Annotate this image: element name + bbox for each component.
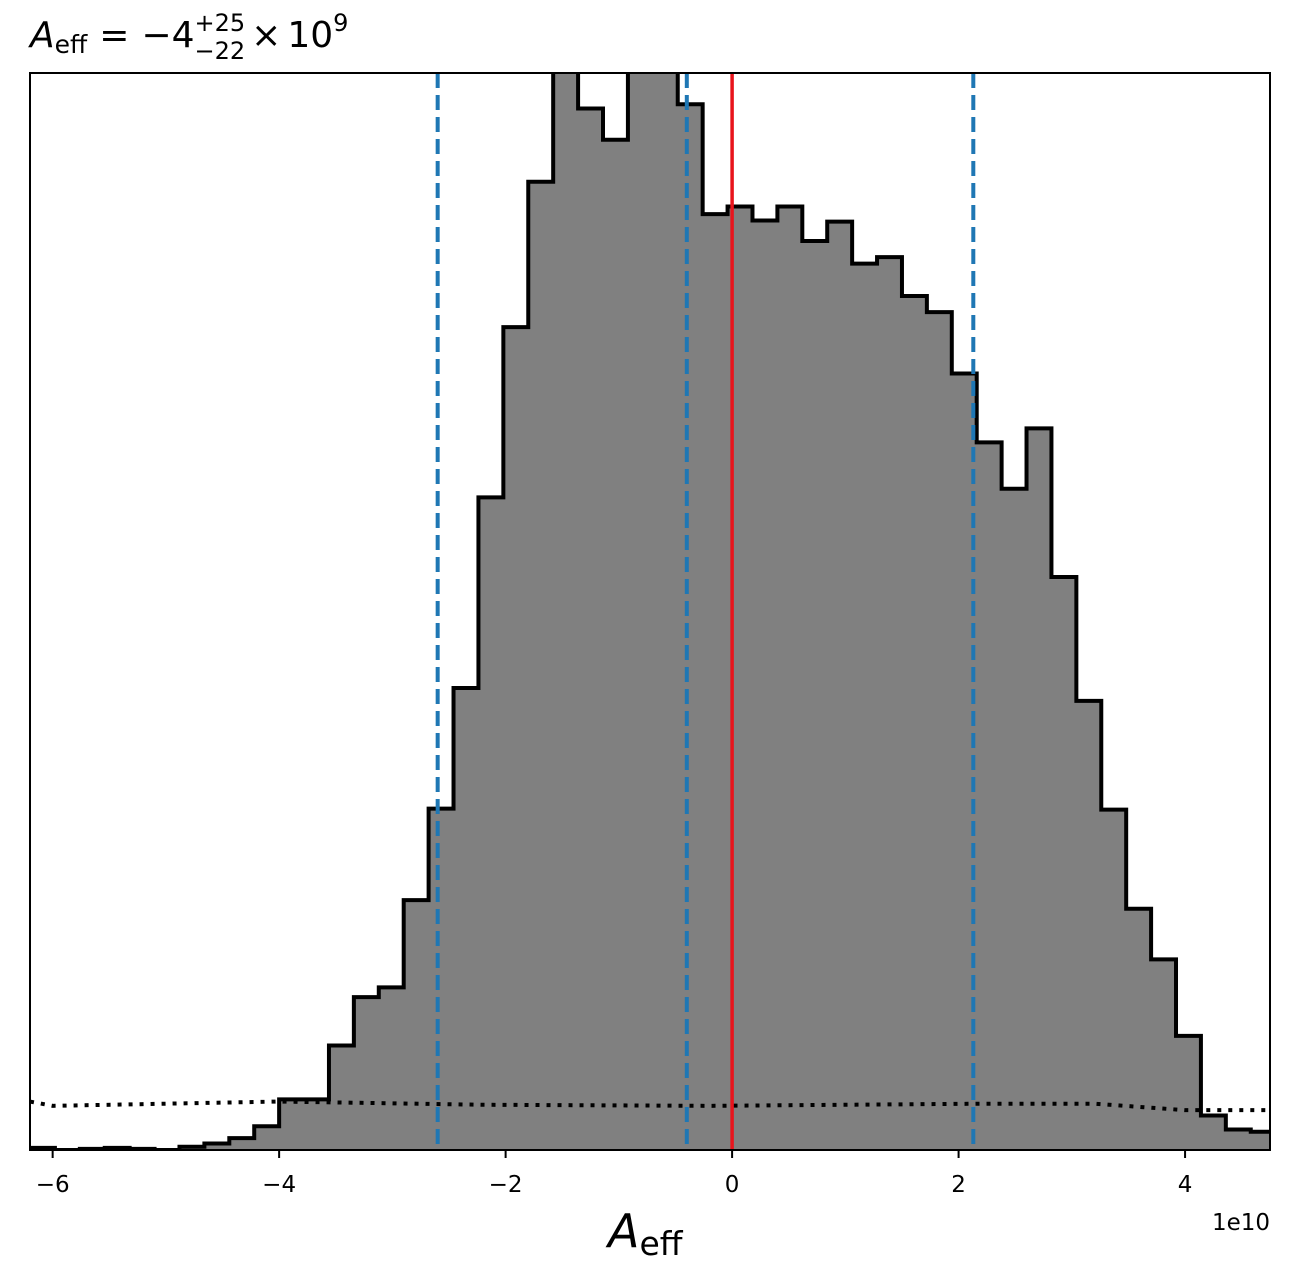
histogram-bar xyxy=(627,73,654,1150)
histogram-bar xyxy=(1176,1035,1202,1150)
histogram-bar xyxy=(478,497,504,1150)
x-axis-ticks: −6 −4 −2 0 2 4 xyxy=(36,1150,1193,1198)
histogram-bar xyxy=(453,687,480,1150)
x-tick-label: 0 xyxy=(725,1172,740,1198)
histogram-bar xyxy=(976,442,1003,1150)
histogram-bar xyxy=(603,139,629,1150)
axes-frame xyxy=(29,72,1271,1151)
histogram-bar xyxy=(1026,428,1053,1150)
x-tick-label: 4 xyxy=(1178,1172,1193,1198)
x-tick-label: −6 xyxy=(36,1172,70,1198)
histogram-bar xyxy=(752,220,778,1150)
title-symbol: A xyxy=(28,15,55,56)
histogram-bar xyxy=(1076,700,1102,1150)
histogram-bar xyxy=(204,1143,230,1150)
x-tick-label: −2 xyxy=(489,1172,523,1198)
histogram-bar xyxy=(1250,1131,1270,1150)
histogram-bar xyxy=(802,241,828,1150)
histogram-bar xyxy=(403,900,430,1150)
title-exponent: 9 xyxy=(333,9,348,37)
x-axis-label-symbol: A xyxy=(605,1204,639,1258)
plot-area xyxy=(30,73,1289,1150)
histogram-bar xyxy=(677,104,704,1150)
title-upper-error: +25 xyxy=(195,9,246,37)
histogram-bar xyxy=(901,295,928,1150)
histogram-bar xyxy=(1051,577,1077,1150)
x-axis-label-subscript: eff xyxy=(639,1224,683,1263)
x-axis-offset-text: 1e10 xyxy=(1212,1210,1270,1236)
histogram-bar xyxy=(1200,1115,1227,1150)
histogram-bar xyxy=(304,1099,330,1150)
histogram-bar xyxy=(378,987,405,1150)
histogram-bar xyxy=(702,214,729,1150)
histogram-bar xyxy=(852,263,878,1150)
title-symbol-subscript: eff xyxy=(55,30,88,59)
histogram-bar xyxy=(652,73,679,1150)
histogram-bar xyxy=(1126,908,1152,1150)
title-times: × xyxy=(251,15,281,56)
histogram-bar xyxy=(926,312,953,1150)
histogram-bar xyxy=(503,327,529,1150)
prior-dotted-line xyxy=(30,1099,1270,1113)
title-equals: = xyxy=(99,15,129,56)
histogram-bar xyxy=(777,206,803,1150)
histogram-bar xyxy=(328,1045,355,1150)
histogram-bar xyxy=(279,1099,305,1150)
histogram-bar xyxy=(578,108,604,1150)
histogram-bar xyxy=(553,73,579,1150)
histogram-bar xyxy=(1001,488,1028,1150)
histogram-bar xyxy=(254,1126,280,1150)
histogram-bar xyxy=(1276,1138,1289,1150)
x-tick-label: −4 xyxy=(262,1172,296,1198)
histogram-bar xyxy=(877,257,903,1150)
title-value: −4 xyxy=(141,15,194,56)
histogram-bar xyxy=(528,181,554,1150)
histogram-bar xyxy=(1101,809,1127,1150)
title-base: 10 xyxy=(287,15,333,56)
title-lower-error: −22 xyxy=(195,37,246,65)
x-tick-label: 2 xyxy=(951,1172,966,1198)
histogram-step-outline xyxy=(30,73,1270,1150)
histogram-bar xyxy=(229,1138,255,1150)
histogram-bar xyxy=(1151,959,1177,1150)
histogram-bar xyxy=(353,997,380,1150)
histogram-bar xyxy=(827,221,853,1150)
histogram-bar xyxy=(1225,1129,1252,1150)
chart-title: Aeff = −4+25 −22 × 109 xyxy=(28,9,348,65)
x-axis-label: Aeff xyxy=(605,1204,684,1263)
histogram-bar xyxy=(428,808,455,1150)
